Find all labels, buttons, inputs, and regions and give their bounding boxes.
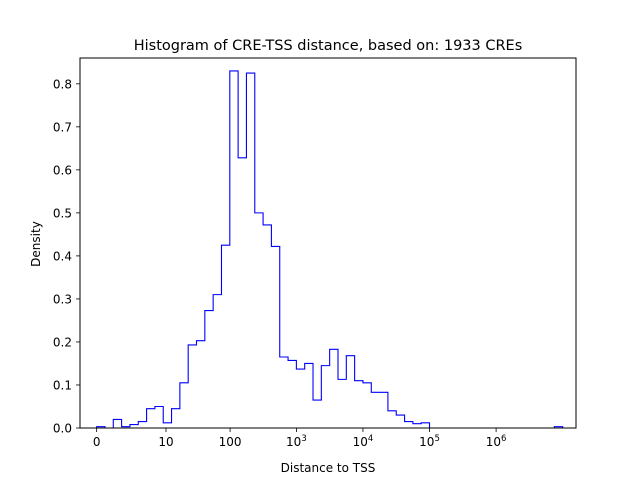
x-axis-label: Distance to TSS <box>281 461 376 475</box>
chart-title: Histogram of CRE-TSS distance, based on:… <box>134 38 523 54</box>
y-tick-label: 0.8 <box>53 77 72 91</box>
plot-frame <box>79 57 577 429</box>
y-axis-label: Density <box>29 221 43 267</box>
y-tick-label: 0.0 <box>53 422 72 436</box>
y-tick-label: 0.6 <box>53 163 72 177</box>
x-tick-label: 0 <box>93 435 101 449</box>
y-tick-label: 0.5 <box>53 206 72 220</box>
y-tick-label: 0.3 <box>53 292 72 306</box>
x-tick-label: 100 <box>219 435 242 449</box>
y-tick-label: 0.2 <box>53 335 72 349</box>
x-tick-label: 10 <box>158 435 173 449</box>
y-tick-label: 0.7 <box>53 120 72 134</box>
y-tick-label: 0.4 <box>53 249 72 263</box>
y-axis-ticks: 0.0 0.1 0.2 0.3 0.4 0.5 0.6 0.7 0.8 <box>53 77 80 436</box>
y-tick-label: 0.1 <box>53 378 72 392</box>
